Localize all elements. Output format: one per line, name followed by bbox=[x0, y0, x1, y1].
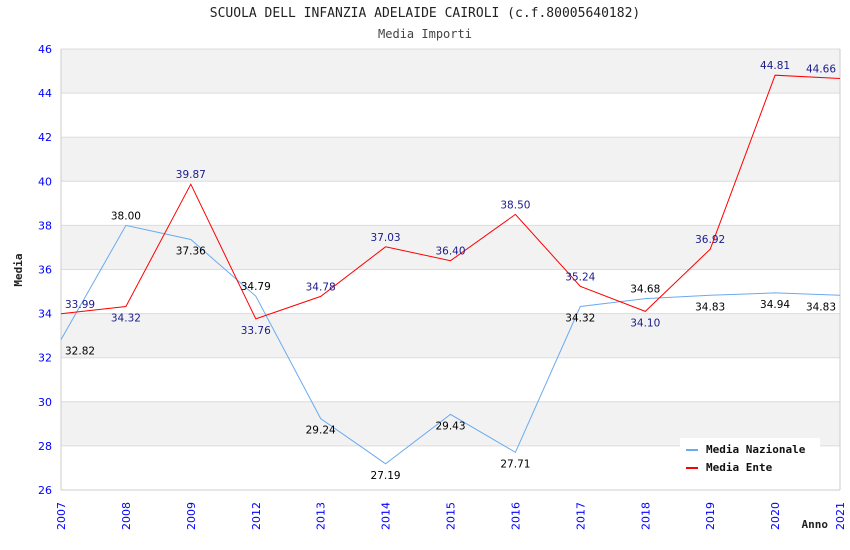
data-label: 34.94 bbox=[760, 299, 790, 311]
x-tick-label: 2007 bbox=[55, 502, 68, 530]
y-tick-label: 44 bbox=[38, 87, 52, 100]
y-tick-label: 26 bbox=[38, 484, 52, 497]
legend-label: Media Nazionale bbox=[706, 443, 806, 456]
y-tick-label: 42 bbox=[38, 131, 52, 144]
legend-label: Media Ente bbox=[706, 461, 773, 474]
data-label: 44.66 bbox=[806, 64, 836, 76]
data-label: 38.50 bbox=[500, 199, 530, 211]
grid-band bbox=[61, 313, 840, 358]
x-tick-label: 2009 bbox=[185, 502, 198, 530]
x-tick-label: 2016 bbox=[509, 502, 522, 530]
legend-swatch-nazionale bbox=[686, 448, 698, 451]
data-label: 37.36 bbox=[176, 246, 206, 258]
data-label: 39.87 bbox=[176, 169, 206, 181]
data-label: 33.99 bbox=[65, 299, 95, 311]
data-label: 27.71 bbox=[500, 458, 530, 470]
y-tick-label: 32 bbox=[38, 352, 52, 365]
data-label: 34.83 bbox=[806, 301, 836, 313]
x-tick-label: 2012 bbox=[250, 502, 263, 530]
data-label: 34.79 bbox=[241, 281, 271, 293]
x-tick-label: 2017 bbox=[574, 502, 587, 530]
data-label: 34.83 bbox=[695, 301, 725, 313]
data-label: 37.03 bbox=[371, 232, 401, 244]
data-label: 36.92 bbox=[695, 234, 725, 246]
x-tick-label: 2018 bbox=[639, 502, 652, 530]
legend-swatch-ente bbox=[686, 466, 698, 469]
chart-title: SCUOLA DELL INFANZIA ADELAIDE CAIROLI (c… bbox=[209, 6, 641, 21]
legend: Media Nazionale Media Ente bbox=[680, 438, 820, 478]
data-label: 29.24 bbox=[306, 425, 336, 437]
data-label: 33.76 bbox=[241, 325, 271, 337]
data-label: 34.78 bbox=[306, 281, 336, 293]
y-tick-label: 38 bbox=[38, 219, 52, 232]
x-tick-label: 2014 bbox=[380, 502, 393, 530]
x-tick-label: 2020 bbox=[769, 502, 782, 530]
chart-subtitle: Media Importi bbox=[378, 27, 472, 41]
data-label: 34.32 bbox=[111, 313, 141, 325]
grid-band bbox=[61, 137, 840, 182]
data-label: 32.82 bbox=[65, 346, 95, 358]
y-tick-label: 30 bbox=[38, 396, 52, 409]
data-label: 38.00 bbox=[111, 210, 141, 222]
x-axis-title: Anno bbox=[802, 518, 829, 531]
data-label: 36.40 bbox=[435, 246, 465, 258]
y-tick-label: 36 bbox=[38, 264, 52, 277]
y-tick-label: 34 bbox=[38, 308, 52, 321]
y-tick-label: 28 bbox=[38, 440, 52, 453]
x-tick-label: 2008 bbox=[120, 502, 133, 530]
legend-item-ente: Media Ente bbox=[686, 461, 772, 474]
data-label: 34.68 bbox=[630, 284, 660, 296]
y-tick-label: 40 bbox=[38, 175, 52, 188]
x-tick-label: 2019 bbox=[704, 502, 717, 530]
x-tick-label: 2021 bbox=[834, 502, 847, 530]
x-tick-label: 2013 bbox=[315, 502, 328, 530]
data-label: 34.10 bbox=[630, 317, 660, 329]
x-tick-label: 2015 bbox=[445, 502, 458, 530]
data-label: 35.24 bbox=[565, 271, 595, 283]
data-label: 34.32 bbox=[565, 313, 595, 325]
data-label: 29.43 bbox=[435, 420, 465, 432]
legend-item-nazionale: Media Nazionale bbox=[686, 443, 805, 456]
y-tick-label: 46 bbox=[38, 43, 52, 56]
series-line-ente bbox=[60, 74, 841, 320]
data-label: 27.19 bbox=[371, 470, 401, 482]
series-line-nazionale bbox=[60, 224, 841, 465]
data-label: 44.81 bbox=[760, 60, 790, 72]
grid-band bbox=[61, 225, 840, 270]
grid-band bbox=[61, 49, 840, 94]
y-axis-title: Media bbox=[12, 253, 25, 286]
